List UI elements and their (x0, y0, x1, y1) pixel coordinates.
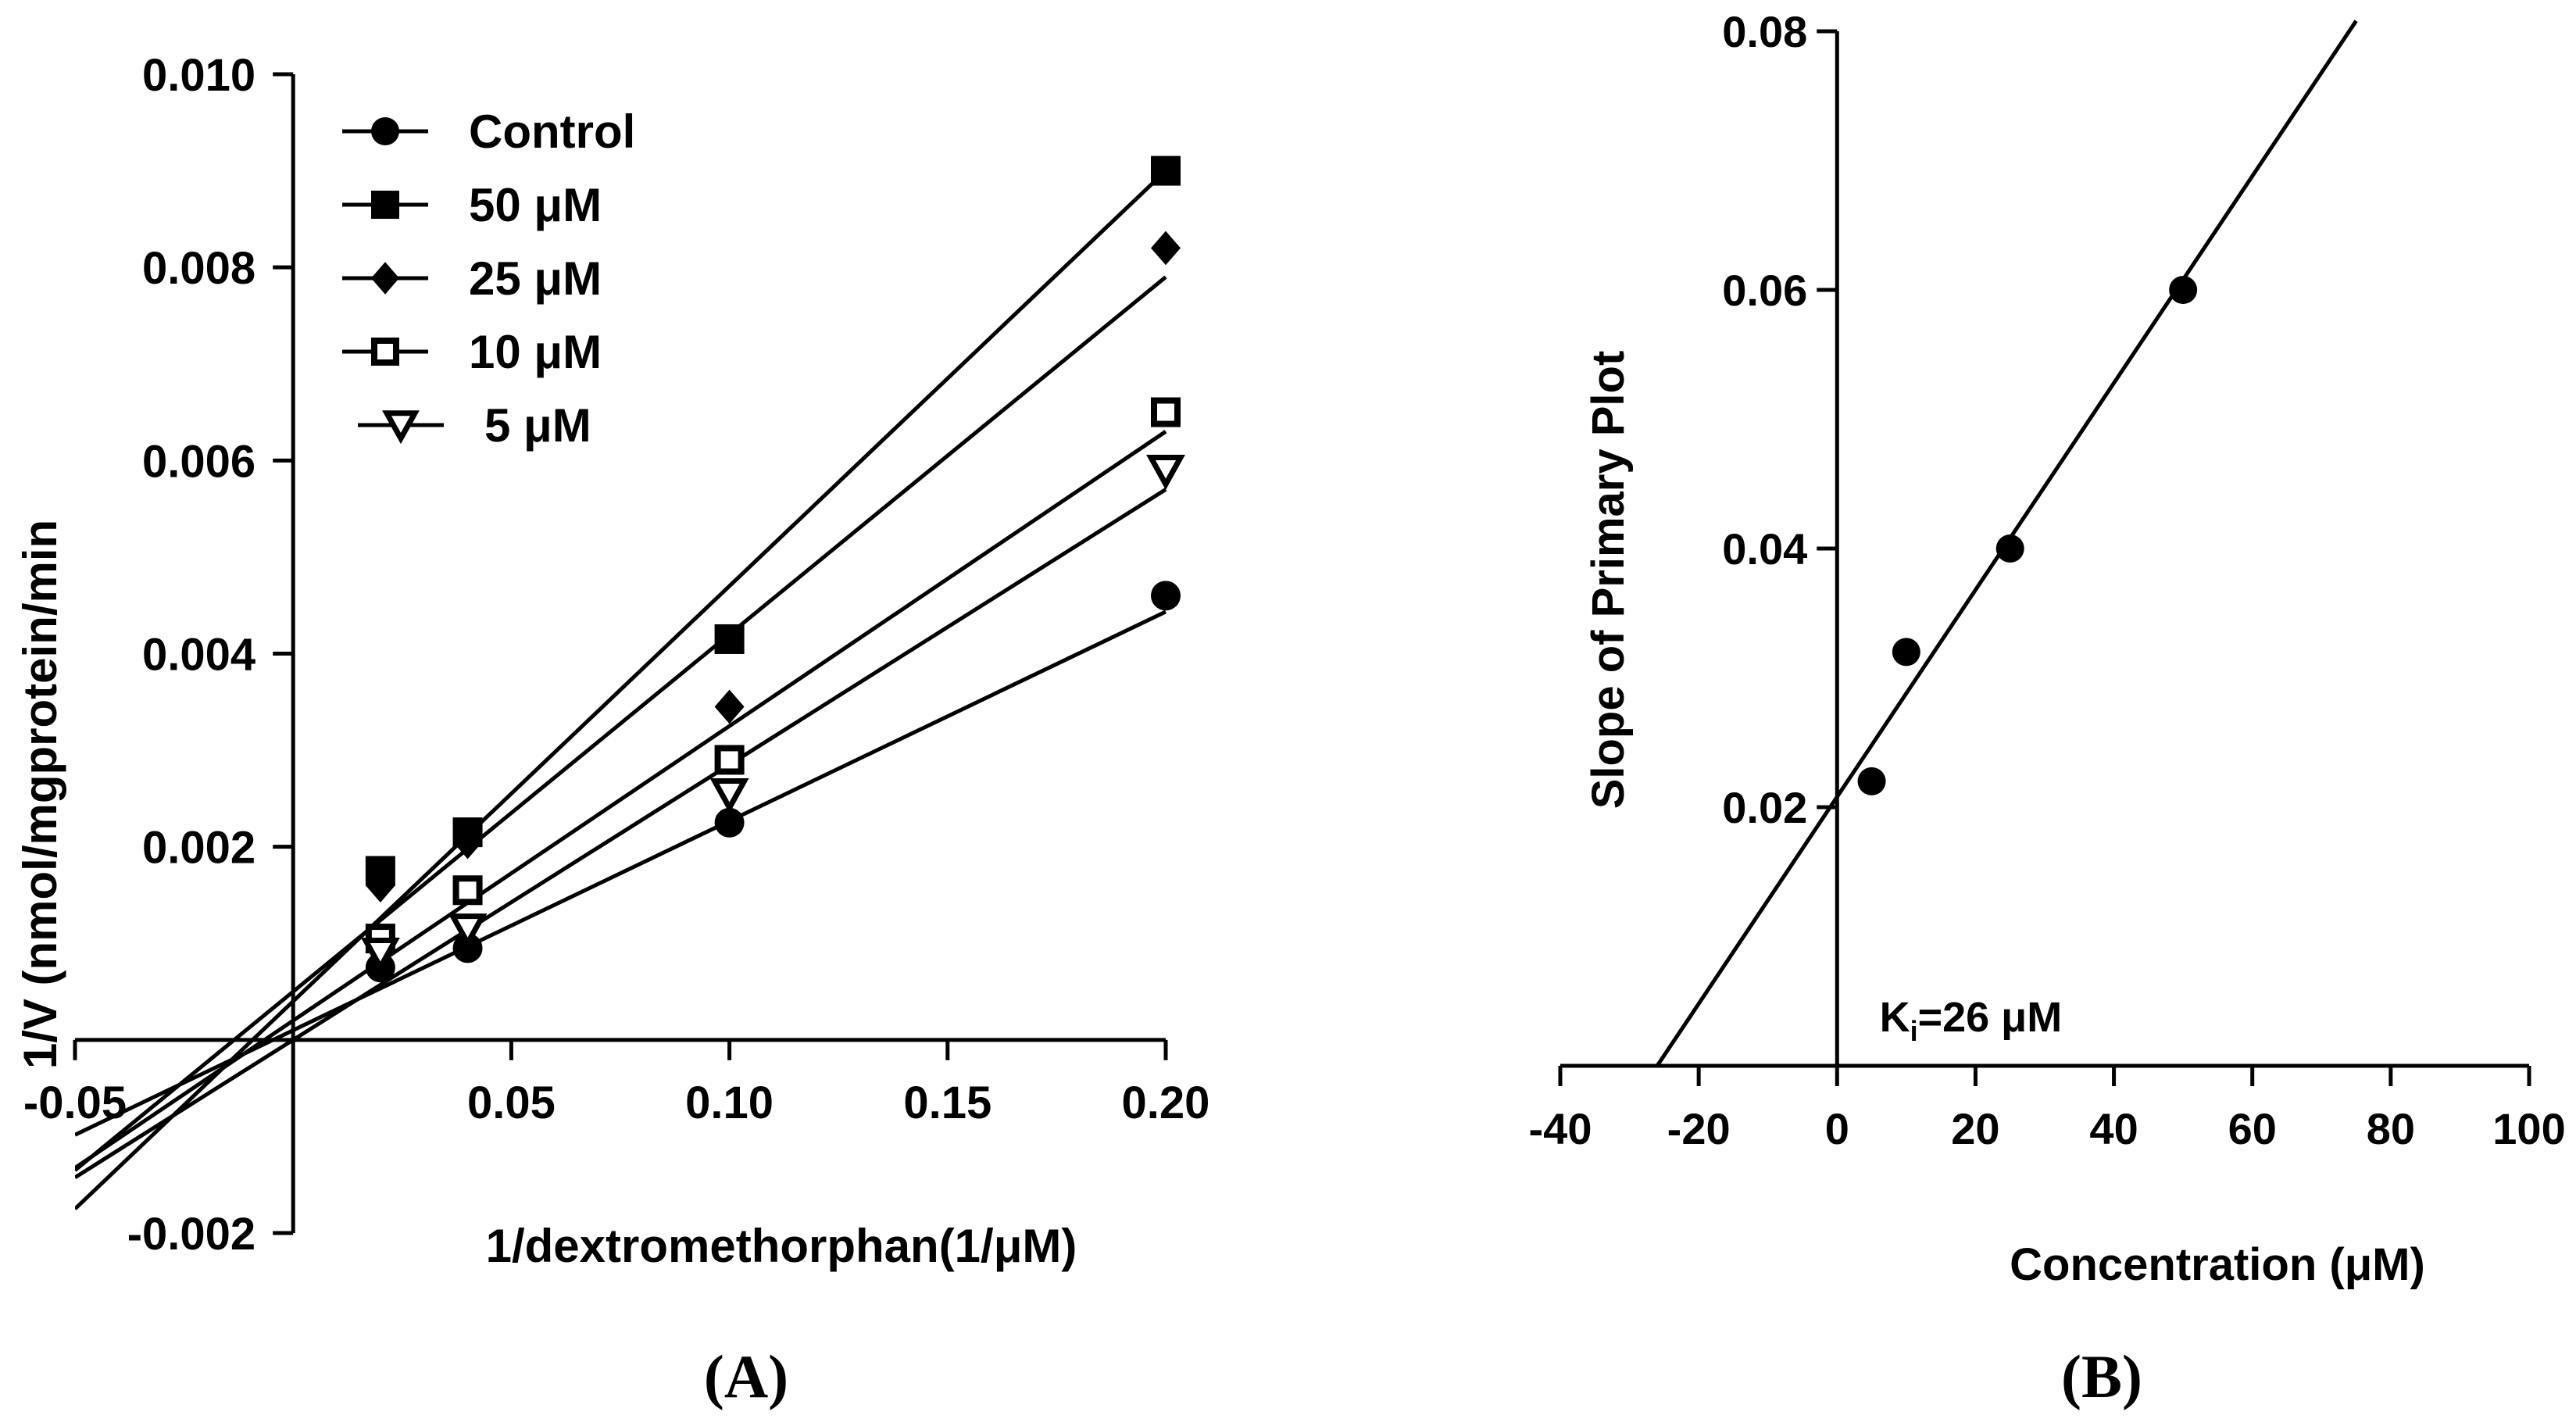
legend-marker-50-m (371, 191, 399, 219)
point-25-m (452, 824, 483, 860)
point-10-m (714, 745, 745, 775)
panel-a-x-tick-label: 0.15 (903, 1078, 991, 1128)
panel-b-ki-annotation: Ki=26 μM (1880, 994, 2063, 1047)
panel-b-x-tick-label: 60 (2228, 1104, 2277, 1153)
panel-a-fit-lines (75, 169, 1167, 1210)
panel-b-point (2169, 276, 2198, 304)
panel-a-y-tick-label: 0.010 (142, 50, 255, 101)
point-25-m (714, 689, 745, 724)
legend-label-5-m: 5 μM (484, 399, 591, 452)
panel-b-x-tick-label: -20 (1667, 1104, 1731, 1153)
panel-b-y-tick-label: 0.08 (1722, 7, 1807, 56)
panel-b-x-tick-label: 40 (2089, 1104, 2138, 1153)
series-25-m (365, 231, 1181, 903)
point-25-m (365, 868, 395, 903)
panel-a-x-tick-label: 0.10 (685, 1078, 774, 1128)
panel-b-y-tick-label: 0.02 (1722, 783, 1807, 832)
legend-label-control: Control (469, 105, 635, 158)
panel-b-label: (B) (2061, 1342, 2142, 1410)
panel-a-y-tick-label: 0.006 (142, 436, 255, 487)
point-control (714, 807, 745, 838)
panel-b-chart: -40 -20 0 20 40 60 80 100 0.02 0.04 0.06 0.08 Concen… (1529, 7, 2566, 1410)
panel-b-y-tick-label: 0.04 (1722, 524, 1807, 574)
panel-b-x-tick-label: 20 (1951, 1104, 1999, 1153)
panel-b-point (1995, 534, 2024, 563)
series-5-m (360, 455, 1185, 973)
panel-a-label: (A) (704, 1342, 788, 1410)
point-5-m (360, 937, 400, 973)
series-10-m (365, 397, 1181, 954)
point-10-m (452, 875, 483, 906)
fit-line-5-m (75, 488, 1167, 1180)
panel-b-x-tick-label: 0 (1825, 1104, 1849, 1153)
point-5-m (1146, 455, 1185, 490)
legend-marker-10-m (371, 338, 399, 366)
panel-a-y-axis-label: 1/V (nmol/mgprotein/min (14, 520, 66, 1069)
panel-a-chart: -0.05 0.05 0.10 0.15 0.20 -0.002 0.002 0.004 0.0… (14, 50, 1209, 1410)
fit-line-control (75, 609, 1167, 1137)
panel-a-x-axis-label: 1/dextromethorphan(1/μM) (486, 1220, 1077, 1272)
panel-a-y-tick-label: -0.002 (127, 1209, 255, 1260)
legend-label-25-m: 25 μM (469, 252, 602, 305)
panel-b-point (1892, 638, 1920, 667)
fit-line-10-m (75, 430, 1167, 1170)
point-10-m (1151, 397, 1181, 427)
panel-a-legend: Control 50 μM 25 μM 10 μM 5 μM (342, 105, 635, 452)
panel-b-x-axis-label: Concentration (μM) (2010, 1239, 2425, 1290)
legend-label-10-m: 10 μM (469, 326, 602, 378)
point-control (1151, 581, 1181, 611)
panel-b-y-axis-label: Slope of Primary Plot (1583, 351, 1634, 810)
panel-b-x-tick-label: 80 (2367, 1104, 2415, 1153)
legend-marker-control (371, 117, 399, 145)
point-50-m (1151, 155, 1181, 186)
legend-label-50-m: 50 μM (469, 179, 602, 231)
panel-b-point (1857, 767, 1886, 795)
panel-a-y-tick-label: 0.004 (142, 630, 255, 681)
legend-marker-5-m (382, 410, 420, 445)
panel-a-x-tick-label: -0.05 (23, 1078, 127, 1128)
legend-marker-25-m (371, 262, 399, 295)
series-control (365, 581, 1181, 983)
panel-a-x-tick-label: 0.20 (1122, 1078, 1210, 1128)
point-25-m (1151, 231, 1181, 266)
point-5-m (448, 913, 488, 949)
fit-line-25-m (75, 275, 1167, 1172)
panel-a-y-tick-label: 0.002 (142, 823, 255, 874)
point-50-m (714, 624, 745, 654)
panel-b-x-tick-label: 100 (2492, 1104, 2565, 1153)
point-5-m (709, 778, 749, 813)
fit-line-50-m (75, 169, 1167, 1210)
panel-a-y-tick-label: 0.008 (142, 243, 255, 294)
panel-b-series (1857, 276, 2198, 795)
panel-b-y-tick-label: 0.06 (1722, 266, 1807, 315)
panel-b-x-tick-label: -40 (1529, 1104, 1592, 1153)
panel-a-x-tick-label: 0.05 (467, 1078, 556, 1128)
